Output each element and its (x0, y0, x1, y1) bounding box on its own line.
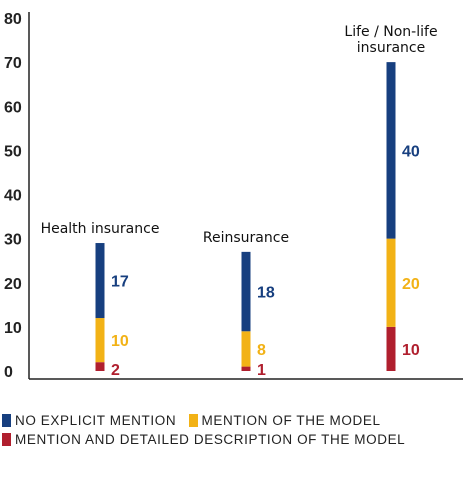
legend-item-mention-of-model: MENTION OF THE MODEL (188, 413, 381, 428)
bar-segment (95, 243, 105, 319)
bar-segment (95, 318, 105, 363)
legend-label: MENTION AND DETAILED DESCRIPTION OF THE … (15, 432, 406, 447)
category-label: insurance (357, 40, 425, 56)
bar-segment (386, 326, 396, 371)
data-label: 2 (111, 362, 120, 379)
legend-item-detailed-description: MENTION AND DETAILED DESCRIPTION OF THE … (2, 432, 405, 447)
y-tick-label: 70 (4, 55, 22, 72)
bar-segment (95, 362, 105, 371)
data-label: 20 (402, 276, 420, 293)
category-label: Life / Non-life (344, 24, 437, 40)
legend-label: NO EXPLICIT MENTION (15, 413, 177, 428)
y-tick-label: 80 (4, 11, 22, 28)
legend-label: MENTION OF THE MODEL (201, 413, 381, 428)
legend-swatch-detailed-description (2, 433, 11, 446)
y-tick-label: 30 (4, 232, 22, 249)
y-tick-label: 10 (4, 320, 22, 337)
y-tick-label: 40 (4, 188, 22, 205)
bar-segment (241, 366, 251, 371)
data-label: 18 (257, 285, 275, 302)
data-label: 10 (111, 333, 129, 350)
data-label: 8 (257, 342, 266, 359)
legend-swatch-mention-of-model (188, 414, 198, 427)
bar-segment (241, 331, 251, 367)
category-label: Reinsurance (203, 230, 289, 246)
legend-row-2: MENTION AND DETAILED DESCRIPTION OF THE … (2, 432, 413, 449)
y-tick-label: 50 (4, 143, 22, 160)
legend-item-no-explicit-mention: NO EXPLICIT MENTION (2, 413, 176, 428)
legend-swatch-no-explicit-mention (2, 414, 11, 427)
legend-row-1: NO EXPLICIT MENTION MENTION OF THE MODEL (2, 413, 389, 430)
category-label: Health insurance (41, 221, 160, 237)
data-label: 17 (111, 274, 129, 291)
y-tick-label: 20 (4, 276, 22, 293)
data-label: 1 (257, 362, 266, 379)
data-label: 40 (402, 143, 420, 160)
bar-segment (386, 238, 396, 327)
bar-segment (386, 62, 396, 239)
y-tick-label: 60 (4, 99, 22, 116)
y-tick-label: 0 (4, 364, 13, 381)
bar-segment (241, 251, 251, 332)
data-label: 10 (402, 342, 420, 359)
